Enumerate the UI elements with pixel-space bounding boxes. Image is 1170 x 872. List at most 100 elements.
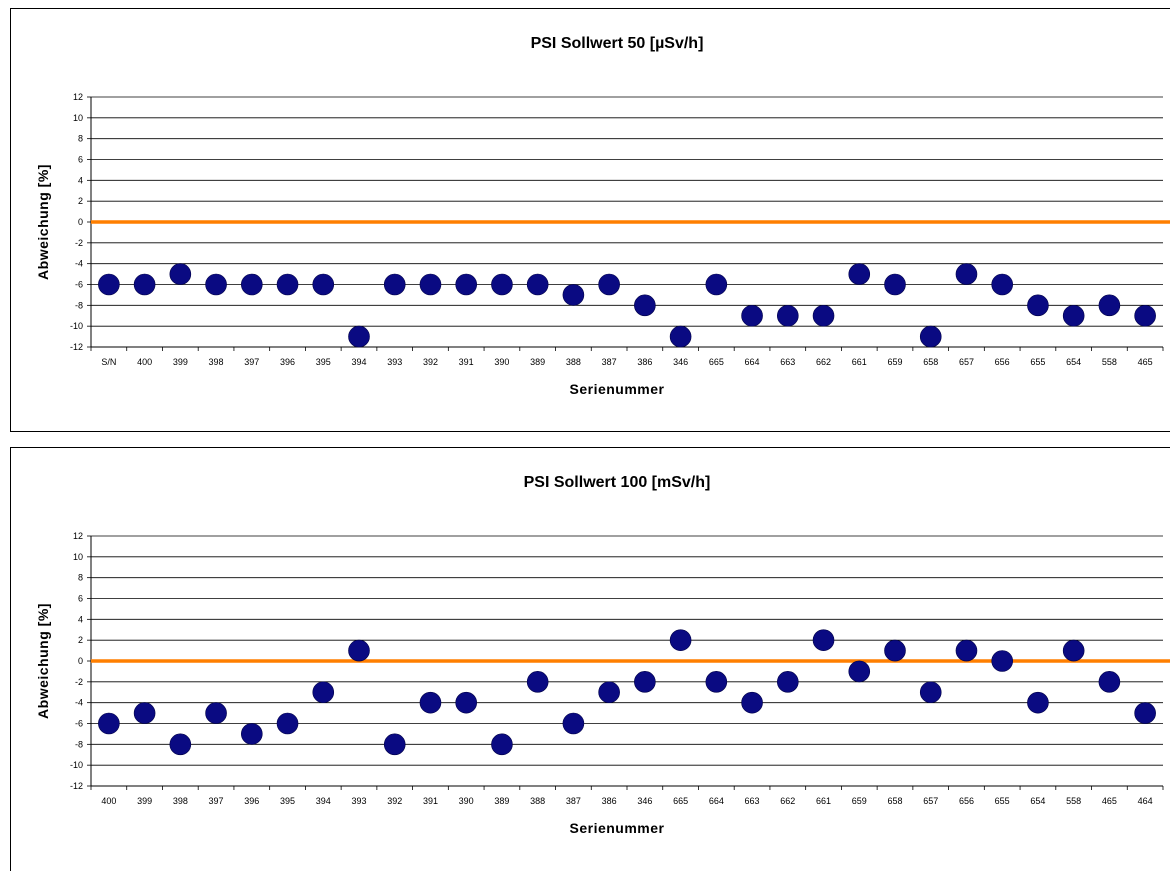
chart-2-x-tick-label: 387: [566, 796, 581, 806]
chart-1-svg: PSI Sollwert 50 [µSv/h] 12 10 8 6 4 2 0 -2 -4 -6 -8…: [35, 35, 1170, 397]
chart-1-x-tick-label: 389: [530, 357, 545, 367]
chart-1-x-tick-label: 465: [1138, 357, 1153, 367]
chart-2-x-tick-label: 661: [816, 796, 831, 806]
chart-2-x-tick-label: 654: [1030, 796, 1045, 806]
chart-1-data-point: [169, 263, 192, 285]
chart-1-x-tick-label: 662: [816, 357, 831, 367]
chart-1-data-point: [348, 325, 370, 348]
chart-1-data-point: [598, 273, 620, 296]
chart-2-title: PSI Sollwert 100 [mSv/h]: [524, 474, 711, 491]
chart-1-data-point: [241, 273, 263, 296]
chart-1-data-point: [776, 304, 799, 327]
chart-2-x-tick-label: 346: [637, 796, 652, 806]
chart-2-x-tick-label: 400: [101, 796, 116, 806]
chart-2-y-tick-label: 2: [78, 635, 83, 645]
chart-2-data-point: [884, 639, 906, 662]
chart-2-y-tick-label: -8: [75, 739, 83, 749]
chart-2-y-tick-label: 6: [78, 594, 83, 604]
chart-2-x-tick-label: 396: [244, 796, 259, 806]
chart-1-y-tick-label: -2: [75, 238, 83, 248]
chart-2-x-tick-label: 659: [852, 796, 867, 806]
chart-1-x-tick-label: 558: [1102, 357, 1117, 367]
chart-2-x-tick-label: 395: [280, 796, 295, 806]
chart-1-x-tick-label: 397: [244, 357, 259, 367]
chart-1-data-point: [1062, 304, 1085, 327]
chart-2-data-point: [776, 671, 799, 693]
chart-2-data-point: [741, 691, 763, 714]
chart-1-data-point: [312, 273, 335, 296]
chart-1-x-tick-label: 657: [959, 357, 974, 367]
chart-2-data-point: [991, 650, 1014, 672]
chart-1-data-point: [919, 325, 942, 348]
chart-1-y-tick-label: 4: [78, 175, 83, 185]
chart-2-svg: PSI Sollwert 100 [mSv/h] 12 10 8 6 4 2 0 -2 -4 -6 -…: [35, 474, 1170, 836]
chart-2-data-point: [133, 702, 156, 724]
chart-1-y-tick-label: 10: [73, 113, 83, 123]
chart-1-x-tick-label: 390: [494, 357, 509, 367]
chart-2-y-tick-label: 8: [78, 573, 83, 583]
chart-1-x-tick-label: 346: [673, 357, 688, 367]
chart-2-data-point: [1062, 639, 1085, 662]
chart-panel-2: PSI Sollwert 100 [mSv/h] 12 10 8 6 4 2 0 -2 -4 -6 -…: [10, 447, 1170, 871]
chart-2-y-tick-label: 10: [73, 552, 83, 562]
chart-1-x-tick-label: 387: [602, 357, 617, 367]
chart-1-x-tick-label: 395: [316, 357, 331, 367]
chart-2-y-tick-label: -4: [75, 698, 83, 708]
chart-2-data-point: [455, 691, 478, 714]
chart-2-data-point: [312, 681, 335, 704]
chart-2-data-point: [1027, 691, 1049, 714]
chart-2-x-tick-label: 389: [494, 796, 509, 806]
chart-1-data-point: [991, 273, 1014, 296]
chart-2-data-point: [419, 691, 442, 714]
chart-1-y-tick-label: 6: [78, 155, 83, 165]
chart-1-data-point: [1134, 304, 1156, 327]
chart-2-x-tick-label: 393: [351, 796, 366, 806]
chart-1-data-point: [419, 273, 442, 296]
chart-2-x-tick-label: 465: [1102, 796, 1117, 806]
chart-1-data-point: [133, 273, 156, 296]
chart-1-data-point: [955, 263, 978, 285]
chart-1-x-tick-label: 392: [423, 357, 438, 367]
chart-1-data-point: [205, 273, 227, 296]
chart-1-y-tick-label: 0: [78, 217, 83, 227]
chart-2-data-point: [348, 639, 370, 662]
chart-2-y-axis-label: Abweichung [%]: [35, 603, 51, 719]
chart-1-x-tick-label: 398: [209, 357, 224, 367]
chart-2-x-tick-label: 386: [602, 796, 617, 806]
chart-1-y-tick-label: -12: [70, 342, 83, 352]
chart-2-x-tick-label: 558: [1066, 796, 1081, 806]
chart-1-data-point: [455, 273, 478, 296]
chart-2-x-tick-label: 464: [1138, 796, 1153, 806]
chart-2-x-tick-label: 392: [387, 796, 402, 806]
chart-2-data-point: [1134, 702, 1156, 724]
chart-2-x-tick-label: 399: [137, 796, 152, 806]
chart-1-x-tick-label: 665: [709, 357, 724, 367]
chart-2-x-tick-label: 394: [316, 796, 331, 806]
chart-1-x-tick-label: 400: [137, 357, 152, 367]
chart-1-y-tick-label: -6: [75, 280, 83, 290]
chart-2-y-tick-label: -2: [75, 677, 83, 687]
chart-2-x-tick-label: 662: [780, 796, 795, 806]
chart-1-x-tick-label: 654: [1066, 357, 1081, 367]
chart-2-x-tick-label: 390: [459, 796, 474, 806]
chart-1-x-tick-label: 655: [1030, 357, 1045, 367]
chart-2-x-tick-label: 398: [173, 796, 188, 806]
chart-1-data-point: [562, 284, 585, 306]
chart-1-y-tick-label: 8: [78, 134, 83, 144]
chart-2-x-tick-label: 657: [923, 796, 938, 806]
chart-2-x-tick-label: 664: [709, 796, 724, 806]
chart-2-data-point: [598, 681, 620, 704]
chart-2-y-tick-label: 12: [73, 531, 83, 541]
chart-2-data-point: [169, 733, 192, 756]
chart-2-x-tick-label: 658: [887, 796, 902, 806]
chart-1-y-axis-label: Abweichung [%]: [35, 164, 51, 280]
chart-2-data-point: [848, 660, 871, 683]
chart-1-x-tick-label: 391: [459, 357, 474, 367]
chart-1-data-point: [812, 304, 835, 327]
chart-2-y-tick-label: -6: [75, 719, 83, 729]
chart-1-x-tick-label: 388: [566, 357, 581, 367]
chart-2-y-tick-label: -12: [70, 781, 83, 791]
chart-2-data-point: [526, 671, 549, 693]
chart-1-title: PSI Sollwert 50 [µSv/h]: [531, 35, 704, 52]
chart-2-y-tick-label: -10: [70, 760, 83, 770]
